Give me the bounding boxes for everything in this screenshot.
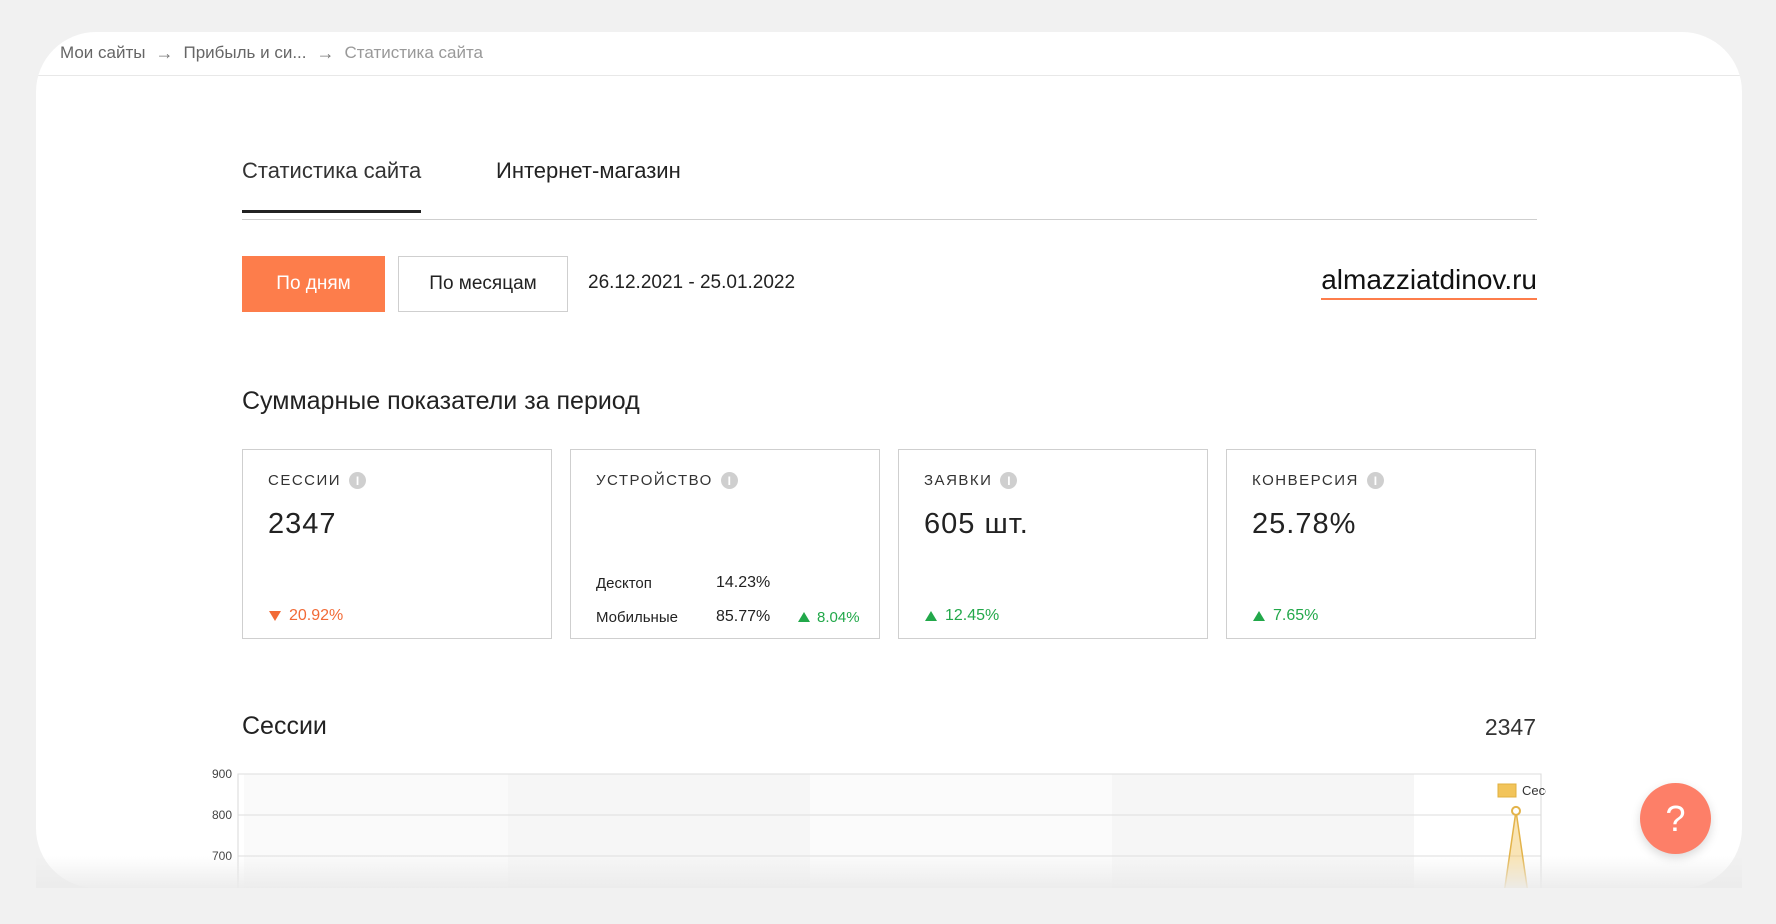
legend-swatch	[1497, 783, 1517, 798]
triangle-up-icon	[1253, 611, 1265, 621]
sessions-delta-value: 20.92%	[289, 607, 344, 624]
help-button[interactable]: ?	[1640, 783, 1711, 854]
site-link[interactable]: almazziatdinov.ru	[1321, 264, 1537, 300]
info-icon[interactable]: i	[1366, 472, 1384, 489]
conversion-value: 25.78%	[1252, 508, 1357, 540]
breadcrumb-profit[interactable]: Прибыль и си...	[183, 43, 307, 62]
breadcrumb-divider	[36, 75, 1742, 76]
triangle-up-icon	[798, 612, 810, 622]
triangle-up-icon	[925, 611, 937, 621]
sessions-delta: 20.92%	[269, 607, 343, 625]
chart-data-point[interactable]	[1511, 805, 1521, 816]
chart-legend: Сессии	[1497, 783, 1546, 798]
requests-delta: 12.45%	[925, 607, 999, 625]
tab-online-store[interactable]: Интернет-магазин	[496, 158, 681, 183]
conversion-delta: 7.65%	[1253, 607, 1318, 625]
desktop-value: 14.23%	[716, 574, 771, 591]
tab-site-stats[interactable]: Статистика сайта	[242, 158, 422, 213]
by-days-button[interactable]: По дням	[242, 256, 385, 312]
mobile-delta-value: 8.04%	[817, 608, 860, 626]
device-card: УСТРОЙСТВО i Десктоп 14.23% Мобильные 85…	[570, 449, 880, 639]
mobile-label: Мобильные	[596, 608, 678, 626]
requests-label: ЗАЯВКИ	[924, 472, 993, 489]
sessions-chart-total: 2347	[1484, 714, 1536, 740]
sessions-label-row: СЕССИИ i	[268, 472, 367, 489]
conversion-label-row: КОНВЕРСИЯ i	[1252, 472, 1384, 489]
device-desktop-row: Десктоп 14.23%	[596, 574, 788, 592]
sessions-value: 2347	[268, 508, 337, 540]
bottom-shadow	[36, 856, 1742, 888]
date-range[interactable]: 26.12.2021 - 25.01.2022	[588, 272, 796, 293]
requests-label-row: ЗАЯВКИ i	[924, 472, 1018, 489]
breadcrumb-current: Статистика сайта	[344, 43, 484, 62]
info-icon[interactable]: i	[720, 472, 738, 489]
device-mobile-row: Мобильные 85.77% 8.04%	[596, 608, 860, 626]
breadcrumb: Мои сайты → Прибыль и си... → Статистика…	[60, 32, 1720, 74]
chart-y-tick-label: 800	[212, 808, 232, 822]
info-icon[interactable]: i	[1000, 472, 1018, 489]
device-label-row: УСТРОЙСТВО i	[596, 472, 738, 489]
triangle-down-icon	[269, 611, 281, 621]
conversion-delta-value: 7.65%	[1273, 607, 1319, 624]
legend-label: Сессии	[1522, 783, 1546, 798]
sessions-card: СЕССИИ i 2347 20.92%	[242, 449, 552, 639]
chart-y-tick-label: 900	[212, 767, 232, 781]
mobile-delta: 8.04%	[798, 609, 860, 626]
by-months-button[interactable]: По месяцам	[398, 256, 568, 312]
desktop-label: Десктоп	[596, 574, 652, 592]
conversion-card: КОНВЕРСИЯ i 25.78% 7.65%	[1226, 449, 1536, 639]
mobile-value: 85.77%	[716, 608, 771, 625]
tab-bar: Статистика сайта Интернет-магазин	[242, 128, 1537, 220]
sessions-chart-title: Сессии	[242, 712, 327, 740]
device-label: УСТРОЙСТВО	[596, 472, 713, 489]
tab-bar-divider	[242, 219, 1537, 220]
requests-card: ЗАЯВКИ i 605 шт. 12.45%	[898, 449, 1208, 639]
summary-title: Суммарные показатели за период	[242, 387, 640, 415]
sessions-label: СЕССИИ	[268, 472, 342, 489]
conversion-label: КОНВЕРСИЯ	[1252, 472, 1359, 489]
breadcrumb-arrow-icon: →	[316, 42, 335, 63]
breadcrumb-arrow-icon: →	[155, 42, 174, 63]
requests-value: 605 шт.	[924, 508, 1029, 540]
info-icon[interactable]: i	[349, 472, 367, 489]
page-frame: Мои сайты → Прибыль и си... → Статистика…	[36, 32, 1742, 888]
breadcrumb-my-sites[interactable]: Мои сайты	[60, 43, 146, 62]
requests-delta-value: 12.45%	[945, 607, 1000, 624]
